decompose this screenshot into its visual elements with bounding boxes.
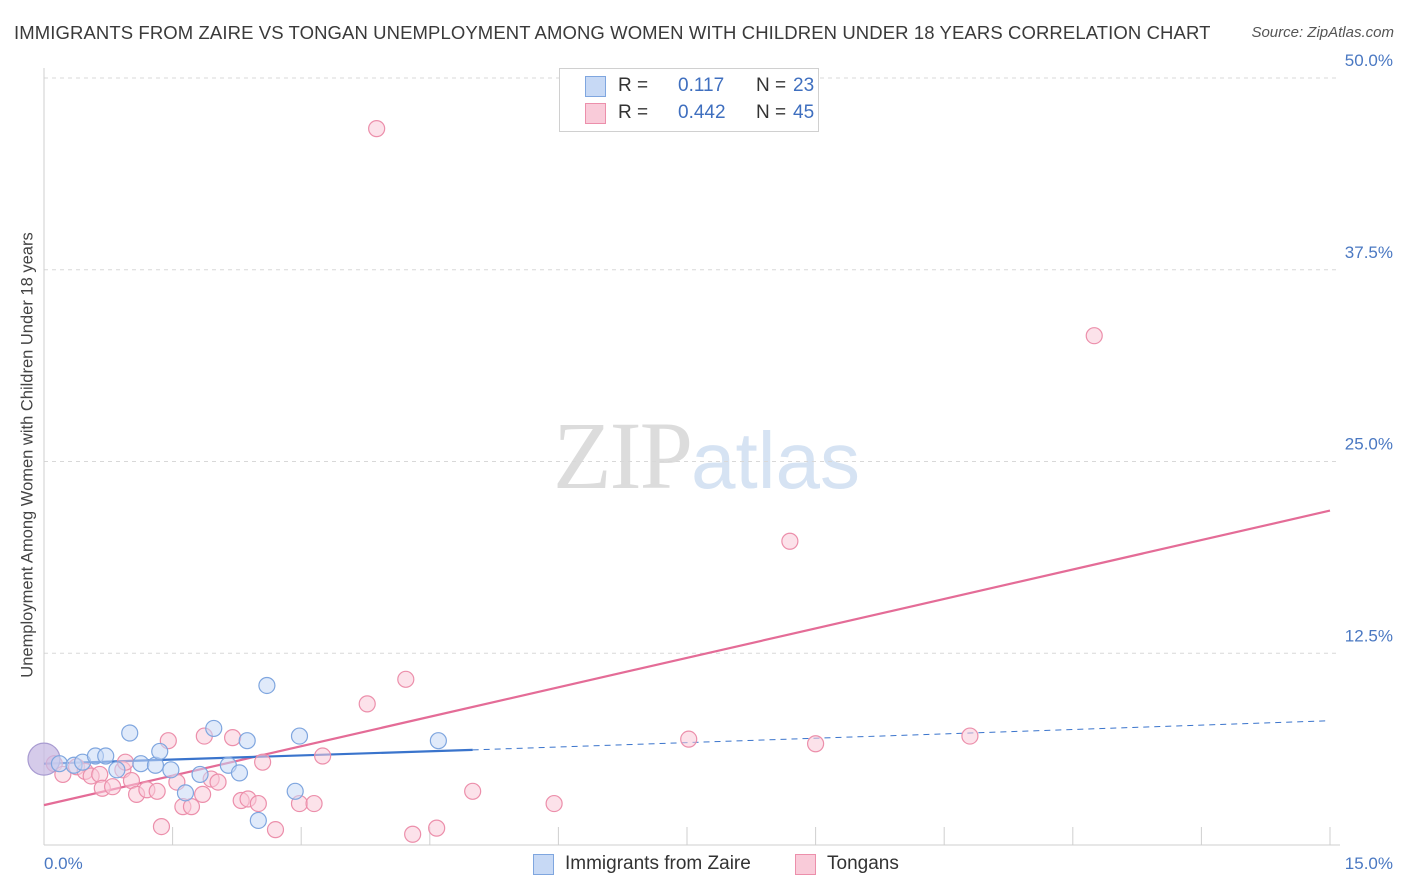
tongan-point bbox=[254, 753, 272, 771]
zaire-point bbox=[238, 732, 256, 750]
watermark-atlas: atlas bbox=[691, 416, 860, 505]
y-tick-label: 37.5% bbox=[1345, 243, 1393, 262]
tongan-point bbox=[358, 695, 376, 713]
tongan-point bbox=[224, 729, 242, 747]
zaire-point bbox=[286, 782, 304, 800]
data-points bbox=[27, 120, 1103, 843]
tongan-point bbox=[368, 120, 386, 138]
legend-label-tongan: Tongans bbox=[827, 853, 899, 874]
tongan-trend-line bbox=[43, 509, 1331, 807]
tongan-point bbox=[545, 794, 563, 813]
tick-labels: 12.5% 25.0% 37.5% 50.0% 0.0% 15.0% bbox=[44, 51, 1393, 873]
zaire-point bbox=[176, 784, 195, 802]
watermark-zip: ZIP bbox=[553, 402, 693, 509]
x-tick-label: 0.0% bbox=[44, 854, 83, 873]
zaire-point bbox=[258, 676, 276, 695]
tongan-point bbox=[266, 821, 285, 839]
watermark: ZIPatlas bbox=[553, 400, 860, 511]
axes bbox=[43, 68, 1340, 846]
legend-n-value: 45 bbox=[793, 102, 815, 123]
tongan-point bbox=[781, 532, 799, 550]
tongan-point bbox=[194, 785, 212, 803]
tongan-point bbox=[680, 730, 698, 748]
zaire-point bbox=[162, 761, 180, 779]
zaire-point bbox=[151, 742, 169, 761]
chart-title: IMMIGRANTS FROM ZAIRE VS TONGAN UNEMPLOY… bbox=[14, 22, 1211, 43]
legend-r-label: R = bbox=[618, 102, 649, 123]
zaire-point bbox=[205, 719, 223, 738]
source-label: Source: ZipAtlas.com bbox=[1251, 24, 1394, 41]
grid-lines bbox=[44, 77, 1340, 654]
legend-r-value: 0.442 bbox=[678, 102, 726, 123]
tongan-point bbox=[464, 782, 482, 800]
tongan-point bbox=[148, 782, 166, 800]
trend-lines bbox=[43, 509, 1331, 807]
tongan-point bbox=[428, 819, 446, 837]
legend-label-zaire: Immigrants from Zaire bbox=[565, 853, 751, 874]
tongan-point bbox=[305, 794, 323, 813]
legend-swatch-tongan bbox=[795, 854, 816, 875]
tongan-point bbox=[209, 773, 227, 791]
x-tick-label: 15.0% bbox=[1345, 854, 1393, 873]
zaire-point bbox=[97, 747, 115, 765]
legend-swatch-zaire bbox=[585, 76, 606, 97]
legend-n-label: N = bbox=[756, 75, 787, 96]
tongan-point bbox=[806, 735, 825, 753]
zaire-point bbox=[249, 811, 267, 830]
legend-n-value: 23 bbox=[793, 75, 815, 96]
y-tick-label: 12.5% bbox=[1345, 626, 1393, 645]
tongan-point bbox=[152, 817, 171, 836]
zaire-point bbox=[230, 764, 249, 782]
tongan-point bbox=[1085, 327, 1103, 345]
correlation-legend: R = 0.117 N = 23 R = 0.442 N = 45 bbox=[559, 68, 819, 132]
tongan-point bbox=[404, 825, 422, 843]
zaire-point bbox=[191, 765, 209, 784]
tongan-point bbox=[249, 794, 267, 813]
zaire-point bbox=[429, 732, 447, 750]
tongan-point bbox=[397, 670, 415, 688]
legend-r-value: 0.117 bbox=[678, 75, 725, 96]
tongan-point bbox=[961, 727, 979, 745]
zaire-point bbox=[290, 727, 309, 745]
legend-swatch-zaire bbox=[533, 854, 554, 875]
zaire-point bbox=[121, 724, 139, 742]
legend-swatch-tongan bbox=[585, 103, 606, 124]
zaire-trend-extension bbox=[472, 720, 1331, 751]
zaire-point bbox=[50, 755, 69, 773]
legend-n-label: N = bbox=[756, 102, 787, 123]
zaire-point bbox=[108, 761, 126, 779]
y-tick-label: 25.0% bbox=[1345, 435, 1393, 454]
tongan-point bbox=[314, 747, 332, 765]
y-tick-label: 50.0% bbox=[1345, 51, 1393, 70]
tongan-point bbox=[103, 778, 122, 796]
zaire-point bbox=[132, 755, 150, 773]
legend-r-label: R = bbox=[618, 75, 649, 96]
